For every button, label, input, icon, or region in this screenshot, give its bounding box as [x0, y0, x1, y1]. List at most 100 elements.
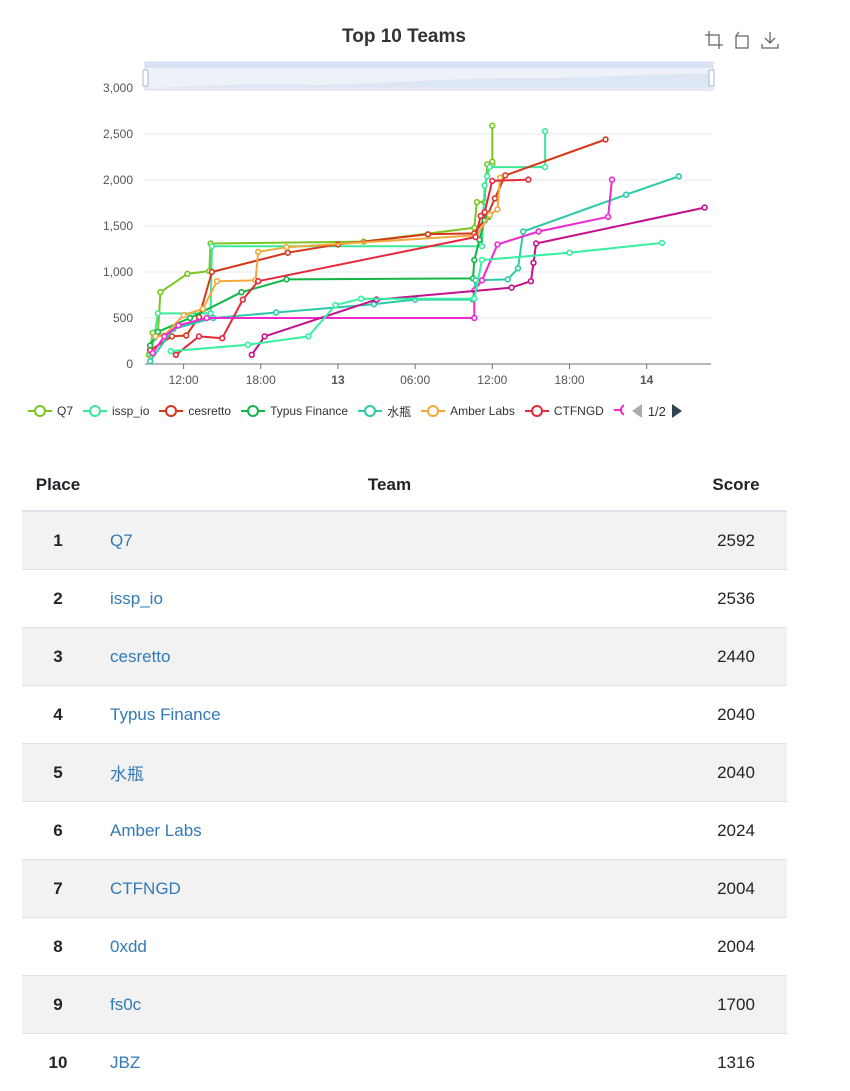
data-point[interactable] — [284, 245, 289, 250]
data-point[interactable] — [485, 174, 490, 179]
data-point[interactable] — [274, 310, 279, 315]
series-0xdd[interactable] — [150, 177, 614, 355]
data-point[interactable] — [534, 241, 539, 246]
legend-item[interactable]: issp_io — [83, 404, 149, 418]
data-point[interactable] — [516, 266, 521, 271]
data-point[interactable] — [150, 351, 155, 356]
data-point[interactable] — [176, 323, 181, 328]
data-point[interactable] — [201, 306, 206, 311]
data-point[interactable] — [624, 192, 629, 197]
data-point[interactable] — [246, 342, 251, 347]
legend-item[interactable]: cesretto — [159, 404, 231, 418]
data-point[interactable] — [249, 352, 254, 357]
data-point[interactable] — [333, 303, 338, 308]
data-point[interactable] — [204, 316, 209, 321]
data-point[interactable] — [210, 244, 215, 249]
data-point[interactable] — [426, 232, 431, 237]
data-point[interactable] — [472, 258, 477, 263]
legend-item[interactable]: CTFNGD — [525, 404, 604, 418]
data-point[interactable] — [256, 279, 261, 284]
data-point[interactable] — [148, 343, 153, 348]
data-point[interactable] — [197, 334, 202, 339]
legend-item[interactable]: Q7 — [28, 404, 73, 418]
team-link[interactable]: fs0c — [110, 995, 141, 1014]
row-place: 7 — [22, 860, 94, 918]
team-link[interactable]: Q7 — [110, 531, 133, 550]
data-point[interactable] — [262, 334, 267, 339]
data-point[interactable] — [482, 210, 487, 215]
data-point[interactable] — [498, 175, 503, 180]
data-point[interactable] — [480, 258, 485, 263]
legend-prev-page-icon[interactable] — [632, 404, 642, 418]
data-point[interactable] — [526, 177, 531, 182]
data-point[interactable] — [543, 129, 548, 134]
data-point[interactable] — [543, 165, 548, 170]
team-link[interactable]: issp_io — [110, 589, 163, 608]
data-point[interactable] — [174, 352, 179, 357]
data-point[interactable] — [495, 207, 500, 212]
data-point[interactable] — [487, 165, 492, 170]
data-point[interactable] — [490, 123, 495, 128]
data-point[interactable] — [480, 278, 485, 283]
datazoom-slider[interactable] — [143, 62, 714, 90]
data-point[interactable] — [148, 359, 153, 364]
data-point[interactable] — [495, 242, 500, 247]
data-point[interactable] — [359, 296, 364, 301]
team-link[interactable]: 0xdd — [110, 937, 147, 956]
data-point[interactable] — [184, 333, 189, 338]
data-point[interactable] — [256, 249, 261, 254]
data-point[interactable] — [505, 277, 510, 282]
data-point[interactable] — [536, 229, 541, 234]
data-point[interactable] — [475, 200, 480, 205]
data-point[interactable] — [487, 213, 492, 218]
datazoom-handle-left[interactable] — [143, 70, 148, 86]
team-link[interactable]: cesretto — [110, 647, 170, 666]
data-point[interactable] — [503, 173, 508, 178]
data-point[interactable] — [603, 137, 608, 142]
data-point[interactable] — [472, 316, 477, 321]
data-point[interactable] — [188, 316, 193, 321]
data-point[interactable] — [493, 196, 498, 201]
team-link[interactable]: Typus Finance — [110, 705, 221, 724]
data-point[interactable] — [158, 290, 163, 295]
data-point[interactable] — [606, 214, 611, 219]
data-point[interactable] — [285, 250, 290, 255]
data-point[interactable] — [185, 271, 190, 276]
data-point[interactable] — [284, 277, 289, 282]
data-point[interactable] — [509, 285, 514, 290]
data-point[interactable] — [676, 174, 681, 179]
data-point[interactable] — [210, 270, 215, 275]
data-point[interactable] — [156, 311, 161, 316]
legend-next-page-icon[interactable] — [672, 404, 682, 418]
data-point[interactable] — [215, 279, 220, 284]
team-link[interactable]: Amber Labs — [110, 821, 202, 840]
data-point[interactable] — [529, 279, 534, 284]
data-point[interactable] — [306, 334, 311, 339]
data-point[interactable] — [162, 334, 167, 339]
data-point[interactable] — [610, 177, 615, 182]
team-link[interactable]: 水瓶 — [110, 765, 144, 784]
team-link[interactable]: JBZ — [110, 1053, 140, 1072]
legend-item[interactable]: 水瓶 — [358, 403, 411, 420]
data-point[interactable] — [473, 235, 478, 240]
data-point[interactable] — [480, 244, 485, 249]
legend-item[interactable]: Typus Finance — [241, 404, 348, 418]
data-point[interactable] — [168, 349, 173, 354]
data-point[interactable] — [567, 250, 572, 255]
data-point[interactable] — [702, 205, 707, 210]
data-point[interactable] — [153, 334, 158, 339]
data-point[interactable] — [660, 241, 665, 246]
data-point[interactable] — [490, 159, 495, 164]
data-point[interactable] — [472, 296, 477, 301]
data-point[interactable] — [490, 179, 495, 184]
legend-item[interactable]: Amber Labs — [421, 404, 515, 418]
data-point[interactable] — [181, 313, 186, 318]
data-point[interactable] — [521, 229, 526, 234]
datazoom-handle-right[interactable] — [709, 70, 714, 86]
data-point[interactable] — [482, 183, 487, 188]
team-link[interactable]: CTFNGD — [110, 879, 181, 898]
data-point[interactable] — [239, 290, 244, 295]
data-point[interactable] — [220, 336, 225, 341]
data-point[interactable] — [240, 297, 245, 302]
data-point[interactable] — [531, 260, 536, 265]
